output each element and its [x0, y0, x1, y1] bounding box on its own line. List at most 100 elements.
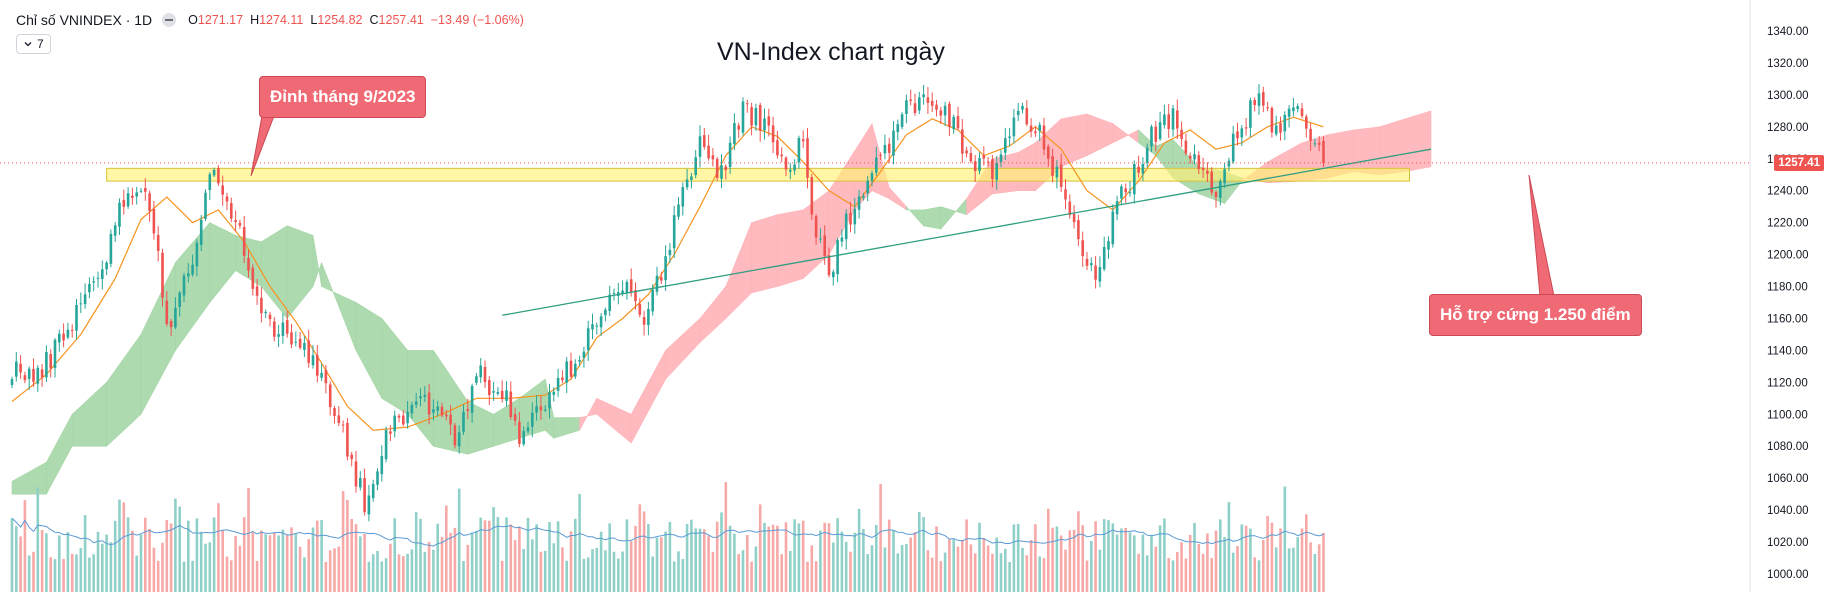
candle: [294, 331, 298, 347]
volume-bar: [1004, 548, 1007, 592]
cloud-segment: [355, 301, 383, 399]
candle-body: [668, 249, 672, 256]
volume-bar: [1025, 555, 1029, 592]
candle-body: [1266, 107, 1269, 109]
symbol-title[interactable]: Chỉ số VNINDEX · 1D: [16, 12, 153, 28]
candle: [905, 94, 908, 124]
y-tick-label: 1200.00: [1767, 250, 1809, 262]
volume-bar: [875, 524, 878, 592]
candle-body: [982, 155, 986, 159]
volume-bar: [660, 537, 663, 592]
volume-bar: [1090, 540, 1093, 592]
candle-body: [195, 242, 199, 267]
candle-body: [1274, 125, 1278, 135]
candle: [453, 422, 457, 449]
volume-bar: [892, 530, 895, 592]
candle: [887, 137, 891, 163]
volume-bar: [53, 559, 57, 592]
candle: [961, 118, 964, 164]
volume-bar: [758, 504, 762, 592]
candle-body: [105, 262, 108, 270]
candle: [1150, 124, 1153, 153]
volume-bar: [277, 535, 280, 592]
eye-toggle-icon[interactable]: [162, 13, 177, 27]
volume-bar: [363, 533, 366, 592]
candle-body: [965, 150, 968, 154]
volume-bar: [999, 553, 1003, 592]
candle: [1244, 117, 1248, 136]
candle: [943, 101, 947, 127]
volume-bar: [1068, 530, 1072, 592]
candle-body: [290, 332, 293, 345]
candle-body: [883, 144, 887, 154]
volume-bar: [1029, 539, 1033, 592]
candle: [930, 92, 934, 113]
candle: [1085, 252, 1089, 271]
volume-bar: [470, 532, 474, 592]
candle-body: [1283, 114, 1287, 132]
volume-bar: [943, 552, 947, 592]
candle-body: [561, 377, 564, 381]
candle: [1111, 204, 1115, 248]
candle-body: [505, 390, 508, 401]
volume-bar: [827, 523, 831, 592]
candle-body: [27, 368, 31, 380]
volume-bar: [1296, 537, 1299, 592]
volume-bar: [655, 537, 659, 592]
candle: [1081, 231, 1084, 267]
candle: [1004, 128, 1007, 160]
candle: [217, 165, 220, 186]
candle: [414, 392, 418, 409]
callout-pointer-support: [1528, 174, 1555, 297]
candle-body: [363, 478, 366, 513]
indicators-toggle-button[interactable]: 7: [16, 34, 51, 54]
volume-bar: [870, 545, 874, 592]
volume-bar: [475, 530, 478, 592]
candle: [1016, 103, 1020, 122]
candle: [320, 363, 323, 381]
candle: [1064, 179, 1067, 210]
volume-bar: [182, 561, 186, 592]
chevron-down-icon: [24, 42, 32, 47]
volume-bar: [316, 520, 319, 592]
volume-bar: [1145, 555, 1149, 592]
candle-body: [15, 361, 18, 377]
candle-body: [161, 252, 164, 298]
volume-bar: [333, 548, 336, 592]
candle-body: [178, 292, 181, 307]
candle-body: [1047, 146, 1050, 159]
candle-body: [113, 225, 117, 236]
volume-bar: [109, 542, 113, 592]
candle-body: [307, 340, 310, 363]
candle: [969, 146, 973, 164]
cloud-segment: [71, 381, 107, 447]
candle-body: [1214, 191, 1218, 197]
candle: [324, 364, 328, 394]
candle: [853, 198, 857, 234]
volume-bar: [1115, 534, 1119, 592]
candle: [1193, 144, 1196, 165]
volume-bar: [918, 511, 921, 592]
volume-bar: [251, 532, 255, 592]
candle: [617, 282, 620, 305]
candle: [122, 189, 126, 215]
candle: [1025, 100, 1029, 127]
candle: [608, 285, 611, 316]
candle-body: [66, 329, 70, 338]
volume-bar: [651, 556, 654, 592]
candle: [647, 301, 650, 336]
candle-body: [685, 179, 689, 188]
volume-bar: [784, 522, 788, 592]
volume-bar: [1253, 557, 1256, 592]
candle: [333, 405, 336, 424]
volume-bar: [887, 519, 891, 592]
candle: [832, 269, 835, 286]
volume-bar: [165, 519, 169, 592]
candle: [896, 119, 900, 141]
candle: [625, 279, 629, 300]
volume-bar: [457, 488, 461, 592]
candle-body: [1115, 201, 1119, 215]
volume-bar: [1193, 522, 1196, 592]
